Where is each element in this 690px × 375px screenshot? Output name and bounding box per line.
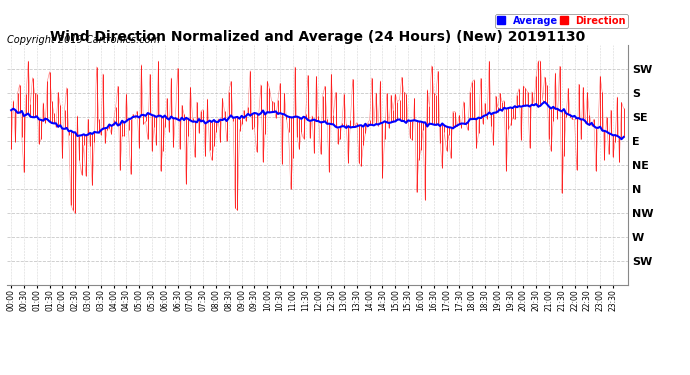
Legend: Average, Direction: Average, Direction — [495, 14, 628, 28]
Title: Wind Direction Normalized and Average (24 Hours) (New) 20191130: Wind Direction Normalized and Average (2… — [50, 30, 585, 44]
Text: Copyright 2019 Cartronics.com: Copyright 2019 Cartronics.com — [7, 35, 160, 45]
